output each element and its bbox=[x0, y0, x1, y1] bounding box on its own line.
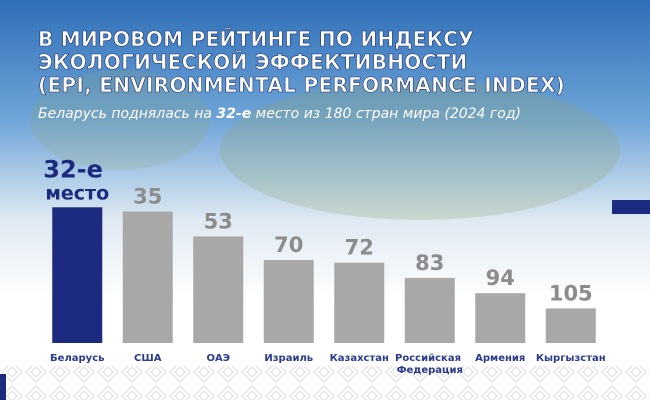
map-land bbox=[220, 80, 620, 220]
bar bbox=[404, 277, 455, 343]
bar bbox=[334, 262, 385, 343]
value-label: 53 bbox=[204, 209, 233, 233]
bar bbox=[545, 308, 596, 343]
title-line: (EPI, ENVIRONMENTAL PERFORMANCE INDEX) bbox=[38, 73, 565, 97]
bar bbox=[122, 211, 173, 343]
subtitle-part: место из 180 стран мира (2024 год) bbox=[251, 106, 521, 122]
accent bbox=[0, 374, 6, 400]
title-line: В МИРОВОМ РЕЙТИНГЕ ПО ИНДЕКСУ bbox=[38, 27, 474, 51]
value-label: 72 bbox=[345, 236, 374, 260]
map-land bbox=[30, 70, 210, 170]
x-tick-label: Беларусь bbox=[50, 353, 104, 364]
x-tick-label: Армения bbox=[475, 353, 525, 364]
x-tick-label: ОАЭ bbox=[206, 353, 230, 364]
value-label: 105 bbox=[549, 281, 593, 305]
ornament bbox=[0, 366, 650, 400]
value-label: 32-е место bbox=[43, 155, 111, 204]
title-line: ЭКОЛОГИЧЕСКОЙ ЭФФЕКТИВНОСТИ bbox=[38, 50, 468, 74]
bar bbox=[475, 293, 526, 343]
x-tick-label: Израиль bbox=[264, 353, 313, 364]
subtitle: Беларусь поднялась на 32-е место из 180 … bbox=[38, 106, 521, 122]
x-tick-label: США bbox=[134, 353, 162, 364]
x-tick-label: Казахстан bbox=[330, 353, 389, 364]
value-label: 94 bbox=[486, 266, 515, 290]
value-label: 70 bbox=[274, 233, 303, 257]
x-tick-label: Кыргызстан bbox=[536, 353, 606, 364]
value-label: 83 bbox=[415, 251, 444, 275]
bar bbox=[52, 207, 103, 343]
value-label: 35 bbox=[133, 184, 162, 208]
bar bbox=[193, 236, 244, 343]
subtitle-part: Беларусь поднялась на bbox=[38, 106, 216, 122]
accent bbox=[612, 200, 650, 214]
bar bbox=[263, 259, 314, 343]
x-tick-label: Российская Федерация bbox=[395, 353, 464, 376]
subtitle-highlight: 32-е bbox=[216, 106, 251, 122]
